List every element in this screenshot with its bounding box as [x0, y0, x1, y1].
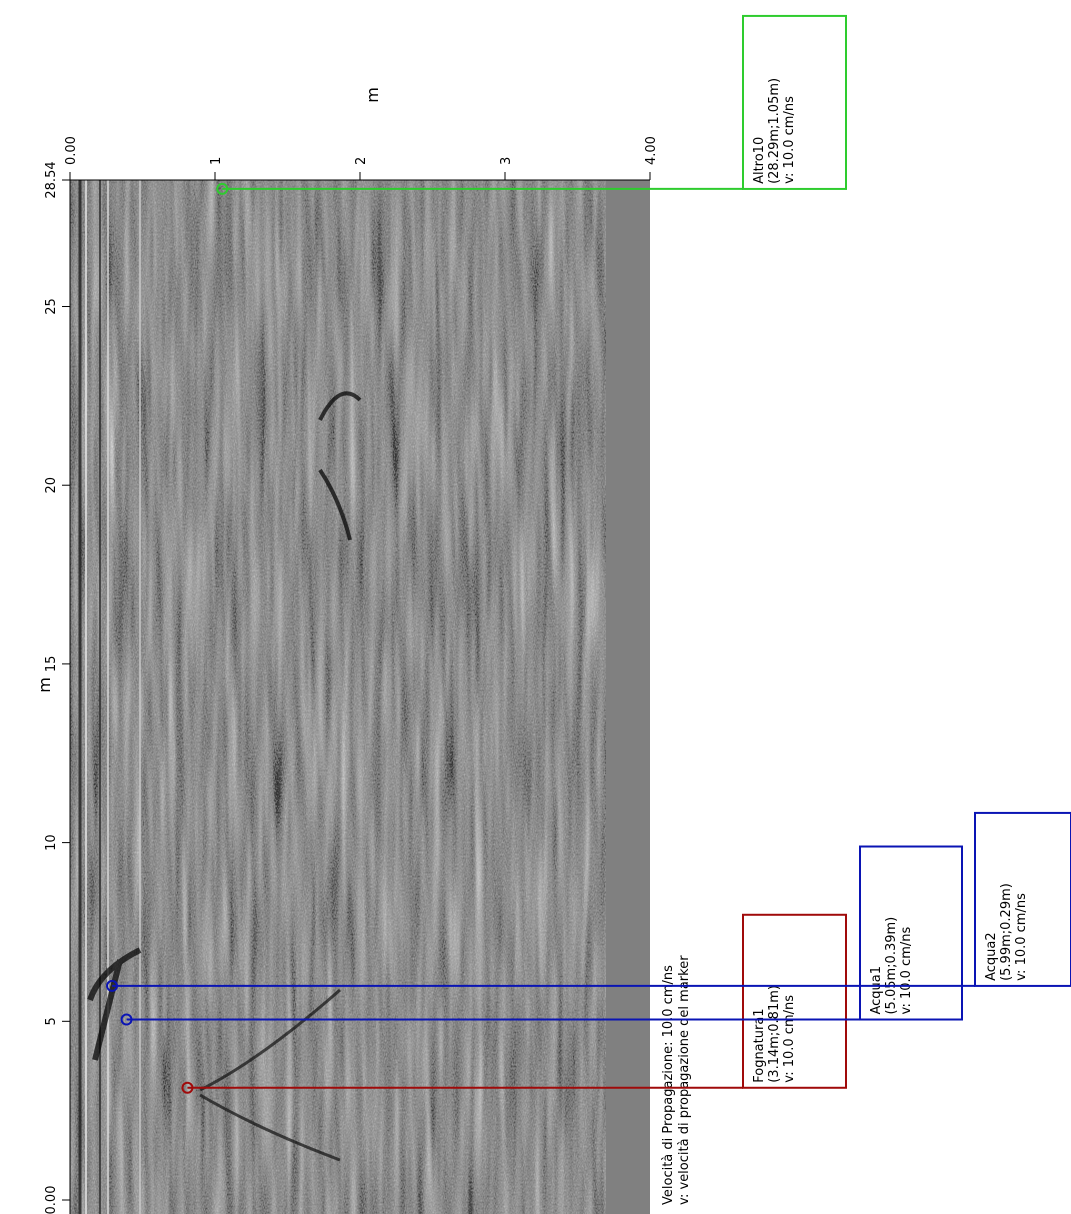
- y-tick-label: 25: [44, 298, 59, 315]
- x-tick-label: 3: [499, 157, 514, 165]
- x-tick-label: 1: [209, 157, 224, 165]
- marker-box: [974, 811, 1071, 987]
- y-tick-label: 28.54: [44, 161, 59, 198]
- x-axis-title: m: [363, 87, 382, 103]
- marker-point: [216, 182, 229, 195]
- marker-box: [742, 913, 847, 1089]
- marker-label: (5.99m;0.29m): [999, 883, 1014, 981]
- marker-point: [120, 1013, 133, 1026]
- y-tick-label: 15: [44, 656, 59, 673]
- y-tick-label: 20: [44, 477, 59, 494]
- marker-point: [181, 1081, 194, 1094]
- x-tick-label: 4.00: [644, 136, 659, 165]
- y-tick-label: 10: [44, 834, 59, 851]
- marker-point: [106, 979, 119, 992]
- marker-name: Acqua2: [984, 932, 999, 981]
- marker-label: v: 10.0 cm/ns: [782, 96, 797, 184]
- marker-label: v: 10.0 cm/ns: [899, 927, 914, 1015]
- marker-label: (3.14m;0.81m): [767, 985, 782, 1083]
- radar-image: [70, 180, 606, 1214]
- marker-name: Fognatura1: [752, 1008, 767, 1082]
- marker-label: (5.05m;0.39m): [884, 917, 899, 1015]
- marker-name: Acqua1: [869, 966, 884, 1015]
- marker-label: v: 10.0 cm/ns: [782, 995, 797, 1083]
- y-tick-label: 0.00: [44, 1186, 59, 1214]
- legend-line: v: velocità di propagazione del marker: [677, 955, 692, 1205]
- marker-name: Altro10: [752, 137, 767, 184]
- reflection-bands: [78, 180, 362, 1214]
- marker-box: [742, 14, 847, 190]
- legend-line: Velocità di Propagazione: 10.0 cm/ns: [661, 965, 676, 1205]
- x-tick-label: 0.00: [64, 136, 79, 165]
- marker-label: (28.29m;1.05m): [767, 78, 782, 184]
- marker-label: v: 10.0 cm/ns: [1014, 893, 1029, 981]
- x-tick-label: 2: [354, 157, 369, 165]
- marker-box: [859, 845, 963, 1021]
- y-tick-label: 5: [44, 1017, 59, 1025]
- y-axis-title: m: [35, 677, 54, 693]
